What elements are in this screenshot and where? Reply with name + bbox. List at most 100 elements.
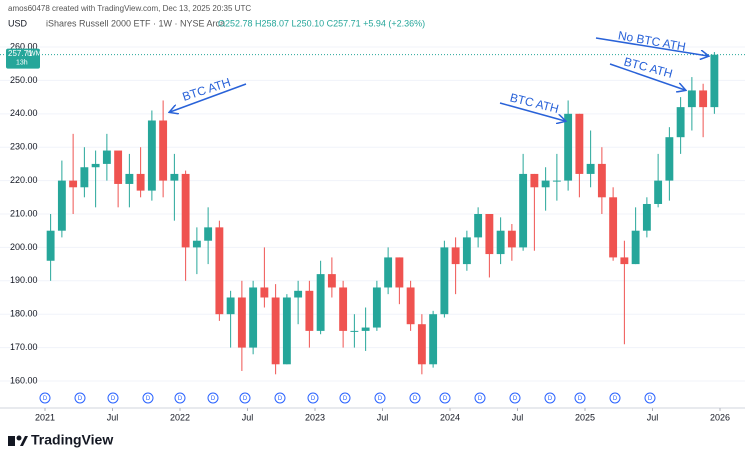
y-tick-label: 200.00	[10, 242, 38, 252]
dividend-marker	[274, 392, 286, 404]
candle-body	[530, 173, 539, 188]
dividend-marker	[644, 392, 656, 404]
dividend-label: D	[413, 396, 418, 402]
price-label: 257.71	[8, 49, 33, 58]
dividend-marker	[374, 392, 386, 404]
currency: USD	[8, 18, 28, 28]
annotation-text: BTC ATH	[181, 75, 233, 104]
candle-body	[586, 163, 595, 174]
candle-body	[57, 180, 66, 231]
x-tick-label: 2023	[305, 412, 325, 422]
dividend-label: D	[343, 396, 348, 402]
y-tick-label: 250.00	[10, 75, 38, 85]
annotation-arrow	[609, 63, 685, 90]
logo	[8, 435, 28, 446]
x-tick-label: 2021	[35, 412, 55, 422]
y-tick-label: 230.00	[10, 142, 38, 152]
candle-body	[339, 287, 348, 331]
candle-body	[564, 113, 573, 181]
dividend-marker	[339, 392, 351, 404]
candle-body	[417, 324, 426, 365]
dividend-marker	[107, 392, 119, 404]
candle-body	[69, 180, 78, 188]
dividend-marker	[74, 392, 86, 404]
candle-body	[665, 137, 674, 181]
dividend-marker	[307, 392, 319, 404]
candle-body	[440, 247, 449, 315]
dividend-label: D	[578, 396, 583, 402]
dividend-label: D	[178, 396, 183, 402]
dividend-label: D	[648, 396, 653, 402]
candle-body	[597, 163, 606, 198]
candle-body	[136, 173, 145, 191]
candle-body	[350, 330, 359, 332]
candle-body	[372, 287, 381, 328]
dividend-marker	[544, 392, 556, 404]
dividend-marker	[609, 392, 621, 404]
candle-body	[226, 297, 235, 315]
candle-body	[451, 247, 460, 265]
candle-body	[80, 167, 89, 188]
dividend-label: D	[43, 396, 48, 402]
dividend-label: D	[111, 396, 116, 402]
x-tick-label: Jul	[377, 412, 389, 422]
x-tick-label: 2025	[575, 412, 595, 422]
dividend-marker	[474, 392, 486, 404]
candle-body	[159, 120, 168, 181]
dividend-marker	[207, 392, 219, 404]
dividend-label: D	[146, 396, 151, 402]
candle-body	[147, 120, 156, 191]
y-tick-label: 180.00	[10, 309, 38, 319]
x-tick-label: Jul	[512, 412, 524, 422]
candle-body	[687, 90, 696, 108]
candle-body	[642, 203, 651, 231]
candle-body	[552, 180, 561, 182]
dividend-label: D	[311, 396, 316, 402]
candle-body	[406, 287, 415, 325]
x-tick-label: Jul	[242, 412, 254, 422]
dividend-label: D	[78, 396, 83, 402]
candle-body	[305, 290, 314, 331]
candle-body	[575, 113, 584, 174]
countdown-label: 13h	[16, 60, 28, 67]
y-tick-label: 160.00	[10, 375, 38, 385]
dividend-label: D	[278, 396, 283, 402]
dividend-label: D	[243, 396, 248, 402]
candle-body	[519, 173, 528, 248]
dividend-marker	[509, 392, 521, 404]
candle-body	[710, 54, 719, 108]
candle-body	[485, 214, 494, 255]
candle-body	[215, 227, 224, 315]
dividend-marker	[439, 392, 451, 404]
annotation-arrow	[170, 83, 247, 112]
candle-body	[620, 257, 629, 265]
dividend-marker	[239, 392, 251, 404]
dividend-label: D	[548, 396, 553, 402]
dividend-label: D	[613, 396, 618, 402]
candle-body	[102, 150, 111, 164]
candle-body	[260, 287, 269, 298]
candle-body	[609, 197, 618, 258]
dividend-marker	[142, 392, 154, 404]
candle-body	[170, 173, 179, 181]
x-tick-label: 2026	[710, 412, 730, 422]
x-tick-label: Jul	[107, 412, 119, 422]
dividend-label: D	[478, 396, 483, 402]
symbol-line: iShares Russell 2000 ETF · 1W · NYSE Arc…	[46, 18, 225, 28]
dividend-marker	[174, 392, 186, 404]
y-tick-label: 210.00	[10, 208, 38, 218]
ticker-label: IWM	[27, 51, 42, 58]
dividend-label: D	[513, 396, 518, 402]
x-tick-label: 2024	[440, 412, 460, 422]
price-label-box	[6, 48, 40, 69]
candle-body	[699, 90, 708, 108]
x-tick-label: Jul	[647, 412, 659, 422]
brand: TradingView	[31, 432, 113, 448]
candle-body	[676, 107, 685, 138]
candle-body	[125, 173, 134, 184]
y-tick-label: 190.00	[10, 275, 38, 285]
dividend-label: D	[211, 396, 216, 402]
dividend-marker	[409, 392, 421, 404]
candle-body	[181, 173, 190, 248]
